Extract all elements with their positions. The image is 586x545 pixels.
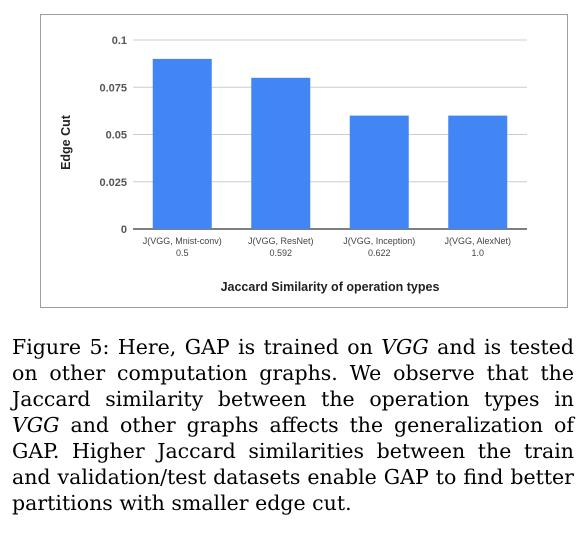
x-tick-sublabel: 0.5	[176, 248, 189, 258]
x-tick-label: J(VGG, AlexNet)	[444, 236, 511, 246]
x-tick-label: J(VGG, ResNet)	[248, 236, 314, 246]
y-tick-label: 0.05	[106, 130, 127, 142]
y-tick-label: 0.025	[99, 177, 127, 189]
x-tick-sublabel: 0.622	[368, 248, 391, 258]
x-tick-sublabel: 1.0	[471, 248, 484, 258]
caption-model-name: VGG	[381, 335, 429, 359]
bar	[251, 77, 311, 229]
caption-text-2: and is tested on other computation graph…	[12, 335, 574, 411]
y-tick-label: 0.1	[112, 35, 127, 47]
caption-model-name: VGG	[12, 413, 60, 437]
x-tick-label: J(VGG, Inception)	[343, 236, 415, 246]
caption-text-1: Here, GAP is trained on	[117, 335, 382, 359]
y-tick-label: 0.075	[99, 82, 127, 94]
x-tick-label: J(VGG, Mnist-conv)	[143, 236, 222, 246]
y-axis-title: Edge Cut	[59, 114, 73, 170]
y-tick-label: 0	[121, 224, 127, 236]
chart-frame: 0 0.025 0.05 0.075 0.1 J(VGG, Mnist-conv) 0.5 J…	[40, 14, 568, 308]
caption-text-3: and other graphs affects the generalizat…	[12, 413, 574, 515]
x-axis-title: Jaccard Similarity of operation types	[221, 280, 440, 294]
bar	[152, 58, 212, 230]
figure-caption: Figure 5: Here, GAP is trained on VGG an…	[12, 334, 574, 516]
caption-label: Figure 5:	[12, 335, 110, 359]
bar	[448, 115, 508, 229]
bar	[349, 115, 409, 229]
x-tick-sublabel: 0.592	[269, 248, 292, 258]
bar-chart: 0 0.025 0.05 0.075 0.1 J(VGG, Mnist-conv) 0.5 J…	[59, 35, 527, 294]
